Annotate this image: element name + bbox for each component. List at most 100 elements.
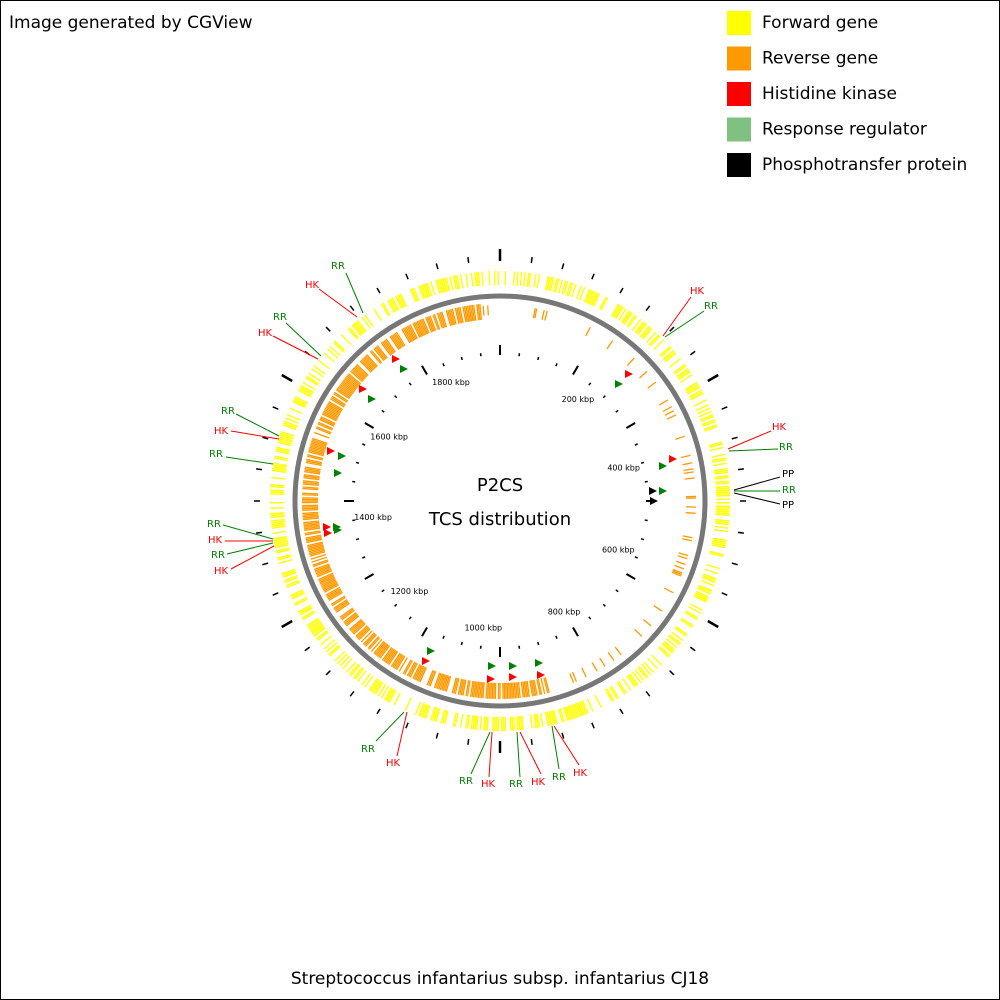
outer-tick [405,273,409,280]
forward-gene [592,293,601,307]
forward-gene [421,284,428,299]
ruler-label: 1800 kbp [432,378,470,387]
forward-gene [368,678,378,691]
reverse-gene [331,395,346,406]
reverse-gene [340,608,354,620]
reverse-gene [302,494,319,496]
forward-gene [329,345,341,357]
inner-tick [572,365,579,376]
forward-gene [271,522,286,526]
legend-swatch [727,11,751,35]
forward-gene [350,664,361,677]
forward-gene [544,276,550,290]
forward-gene [419,703,426,718]
forward-gene [715,487,730,490]
outer-tick [707,373,719,383]
outer-tick [731,436,738,440]
outer-tick [281,619,293,629]
reverse-gene [459,306,464,323]
inner-tick [408,616,412,620]
reverse-gene [320,577,336,586]
reverse-gene [303,526,320,530]
forward-gene [711,542,726,547]
forward-gene [519,715,523,731]
ruler-label: 400 kbp [607,463,640,472]
reverse-gene [383,340,394,355]
feature-label: HK [481,779,496,790]
feature-label: HK [386,758,401,769]
reverse-gene [326,589,342,599]
reverse-gene [427,670,435,686]
forward-gene [684,611,698,621]
forward-gene [715,485,730,489]
forward-gene [704,568,719,575]
feature-label: RR [273,312,287,323]
forward-gene [459,274,464,289]
forward-gene [714,475,729,478]
forward-gene [712,537,727,542]
forward-gene [364,314,374,327]
reverse-gene [394,332,405,347]
outer-tick [645,690,651,697]
forward-gene [383,687,393,701]
feature-label: RR [779,442,793,453]
forward-gene [333,341,345,353]
reverse-gene [333,599,348,609]
reverse-gene [465,680,470,697]
reverse-gene [408,662,417,678]
reverse-gene [361,358,374,371]
legend-swatch [727,153,751,177]
reverse-gene [338,385,353,396]
forward-gene [695,592,709,600]
reverse-gene [311,556,328,563]
forward-gene [604,689,613,703]
forward-gene [661,643,673,654]
forward-gene [284,576,299,583]
forward-gene [702,575,717,582]
forward-gene [548,711,553,726]
reverse-gene [317,423,333,431]
reverse-gene [533,679,538,696]
leader-line [318,288,358,318]
reverse-gene [532,679,537,696]
reverse-gene [537,678,543,695]
forward-gene [610,303,620,317]
feature-label: RR [552,772,566,783]
forward-gene [418,285,425,300]
reverse-gene [459,679,464,696]
forward-gene [618,681,627,694]
forward-gene [557,708,564,723]
forward-gene [348,326,359,339]
outer-tick [721,592,728,596]
reverse-gene [413,664,422,680]
forward-gene [334,340,346,352]
forward-gene [610,685,620,699]
forward-gene [431,707,438,722]
forward-gene [465,273,469,288]
outer-tick [561,732,565,739]
outer-tick [731,562,738,566]
forward-gene [662,349,675,360]
forward-gene [695,590,710,598]
forward-gene [688,605,702,614]
forward-gene [612,304,621,318]
forward-gene [442,278,447,292]
reverse-gene [303,475,320,479]
reverse-gene [490,682,493,699]
outer-tick [591,273,595,280]
reverse-gene [307,454,324,460]
reverse-gene [683,468,694,472]
feature-marker [324,529,332,537]
reverse-gene [417,666,426,682]
forward-gene [311,368,324,378]
forward-gene [271,476,286,480]
forward-gene [279,434,294,440]
reverse-gene [529,680,534,697]
reverse-gene [314,563,330,571]
outer-tick [256,468,263,471]
feature-marker [509,673,517,681]
reverse-gene [476,681,480,698]
forward-gene [290,589,304,597]
forward-gene [674,627,687,637]
forward-gene [488,271,491,286]
